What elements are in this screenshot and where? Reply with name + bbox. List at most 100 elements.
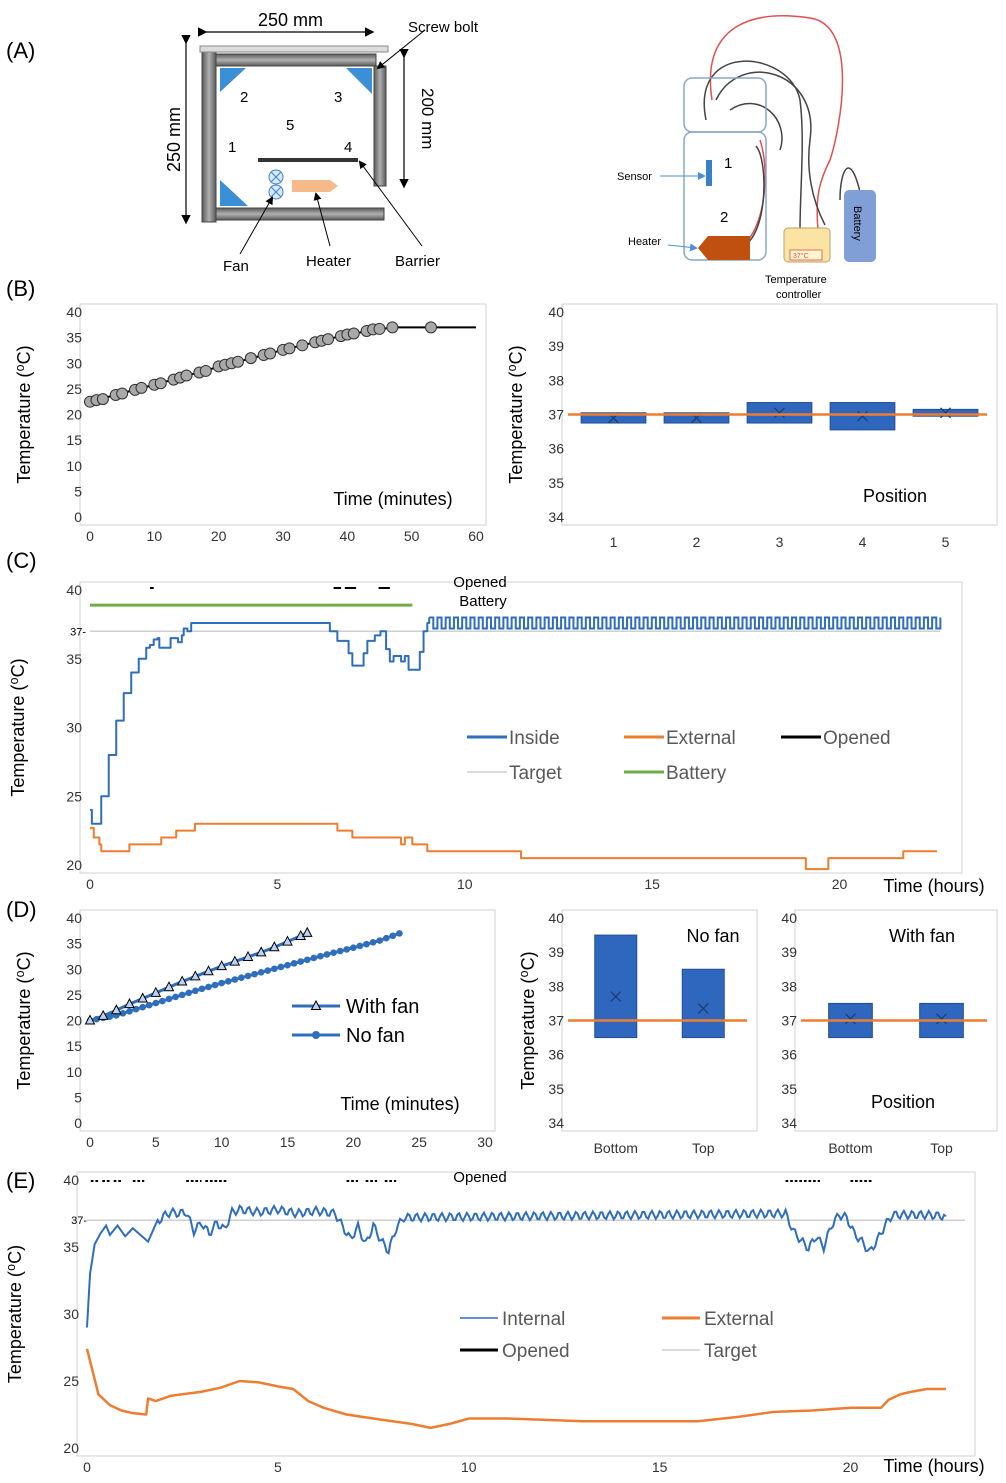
y-tick-label: 40 xyxy=(548,910,564,926)
right-wall xyxy=(373,65,387,187)
y-tick-label: 40 xyxy=(548,304,564,320)
no-fan-marker xyxy=(172,993,179,1001)
bottom-wall xyxy=(215,207,385,221)
annotation-opened: Opened xyxy=(453,574,506,591)
x-tick-label: 15 xyxy=(652,1459,668,1475)
y-tick-label: 39 xyxy=(781,944,797,960)
with-fan-marker xyxy=(203,965,214,976)
position-5: 5 xyxy=(286,117,294,134)
no-fan-marker xyxy=(238,974,245,982)
no-fan-marker xyxy=(185,989,193,997)
with-fan-marker xyxy=(124,998,135,1009)
y-axis-label: Temperature (⁰C) xyxy=(5,1245,25,1383)
panel-label-c: (C) xyxy=(6,548,37,573)
y-tick-label: 35 xyxy=(66,651,82,667)
y-tick-label: 30 xyxy=(63,1306,79,1322)
no-fan-marker xyxy=(303,956,311,964)
position-3: 3 xyxy=(334,89,342,106)
controller-label-line1: Temperature xyxy=(765,274,827,286)
x-tick-label: 0 xyxy=(86,876,94,892)
x-tick-label: 10 xyxy=(214,1134,230,1150)
x-axis-label: Time (hours) xyxy=(883,876,984,896)
y-tick-label: 25 xyxy=(66,381,82,397)
with-fan-marker xyxy=(282,935,293,946)
black-wire-4 xyxy=(839,167,861,201)
no-fan-marker xyxy=(290,960,298,967)
no-fan-marker xyxy=(224,977,232,985)
red-wire xyxy=(709,15,844,231)
category-label: Bottom xyxy=(828,1140,872,1156)
y-tick-label: 30 xyxy=(66,355,82,371)
no-fan-marker xyxy=(396,930,403,937)
data-point xyxy=(244,352,257,365)
no-fan-marker xyxy=(317,952,324,960)
y-tick-label: 0 xyxy=(74,509,82,525)
with-fan-marker xyxy=(301,926,313,937)
annotation-battery: Battery xyxy=(459,593,507,610)
y-tick-label: 37 xyxy=(548,1013,564,1029)
chart-d-no-fan-boxplot: 34 35 36 37 38 39 40 Temperature (⁰C) Bottom Top N… xyxy=(518,909,758,1156)
data-point xyxy=(322,333,335,346)
chart-title: With fan xyxy=(889,926,955,946)
no-fan-marker xyxy=(336,947,344,955)
diagram-incubator-top-view: 250 mm 250 mm 200 mm 1 2 3 4 5 xyxy=(164,10,479,275)
y-tick-label: 34 xyxy=(548,1115,564,1131)
data-point xyxy=(347,327,360,340)
heater-pointer xyxy=(313,192,331,247)
black-wire-1 xyxy=(703,60,803,231)
y-tick-label: 40 xyxy=(66,582,82,598)
category-label: 2 xyxy=(693,534,701,550)
with-fan-marker xyxy=(137,992,148,1003)
external-line xyxy=(90,822,938,871)
x-axis-label: Position xyxy=(863,486,927,506)
category-label: Bottom xyxy=(594,1140,638,1156)
no-fan-marker xyxy=(363,940,370,948)
x-tick-label: 20 xyxy=(843,1459,859,1475)
mean-marker xyxy=(610,991,622,1003)
y-tick-label: 15 xyxy=(66,432,82,448)
x-tick-label: 20 xyxy=(832,876,848,892)
chart-c-battery-run: 20 25 30 35 40 0 5 10 15 20 Temperature (⁰C) 37- Ope… xyxy=(8,574,985,896)
legend-label: Opened xyxy=(823,728,891,749)
x-axis-label: Time (hours) xyxy=(883,1456,984,1476)
no-fan-marker xyxy=(119,1010,127,1017)
screw-bolt-label: Screw bolt xyxy=(408,19,479,36)
no-fan-marker xyxy=(389,932,397,940)
mean-marker xyxy=(774,407,785,419)
heater-label: Heater xyxy=(306,253,351,270)
x-tick-label: 10 xyxy=(461,1459,477,1475)
legend-label: Battery xyxy=(666,763,727,784)
no-fan-marker xyxy=(159,997,166,1005)
mean-marker xyxy=(936,1013,947,1025)
chart-e-long-run: 20 25 30 35 40 0 5 10 15 20 Temperature (⁰C) 37- Ope… xyxy=(5,1169,985,1476)
y-tick-label: 34 xyxy=(548,509,564,525)
black-wire-3 xyxy=(729,102,783,151)
mean-marker xyxy=(845,1013,856,1025)
y-tick-label: 38 xyxy=(781,978,797,994)
category-label: Top xyxy=(692,1140,715,1156)
x-tick-label: 5 xyxy=(274,1459,282,1475)
y-tick-label: 36 xyxy=(548,1047,564,1063)
y-tick-label: 35 xyxy=(781,1081,797,1097)
y-tick-label: 10 xyxy=(66,458,82,474)
y-tick-label: 39 xyxy=(548,338,564,354)
y-tick-label: 0 xyxy=(74,1115,82,1131)
legend-label: With fan xyxy=(346,996,419,1018)
with-fan-marker xyxy=(269,941,280,952)
y-tick-label: 40 xyxy=(781,910,797,926)
fan-icon xyxy=(268,169,284,200)
y-tick-label: 20 xyxy=(66,407,82,423)
category-label: 4 xyxy=(859,534,867,550)
y-axis-label: Temperature (⁰C) xyxy=(14,345,34,483)
red-wire-2 xyxy=(747,139,766,241)
category-label: 3 xyxy=(776,534,784,550)
x-axis-label: Position xyxy=(871,1092,935,1112)
panel-label-d: (D) xyxy=(6,897,37,922)
legend-marker xyxy=(312,1031,320,1039)
y-tick-label: 38 xyxy=(548,372,564,388)
with-fan-marker xyxy=(190,970,201,981)
x-tick-label: 30 xyxy=(477,1134,493,1150)
no-fan-marker xyxy=(376,937,383,944)
plot-frame xyxy=(561,909,758,1132)
